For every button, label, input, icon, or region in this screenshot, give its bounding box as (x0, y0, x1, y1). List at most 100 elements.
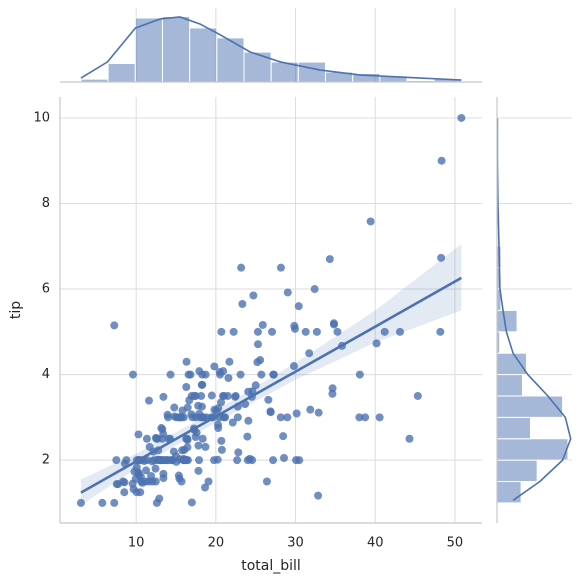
point (366, 217, 375, 226)
point (269, 370, 278, 379)
point (253, 358, 262, 367)
point (114, 480, 123, 489)
point (151, 464, 160, 473)
point (269, 456, 278, 465)
point (224, 374, 233, 383)
histogram-bar (496, 481, 522, 504)
y-tick-label: 4 (42, 367, 50, 382)
point (437, 253, 446, 262)
point (238, 300, 247, 309)
point (216, 370, 225, 379)
point (375, 413, 384, 422)
point (170, 403, 179, 412)
point (183, 443, 192, 452)
point (197, 402, 206, 411)
point (151, 477, 160, 486)
point (134, 430, 143, 439)
point (264, 395, 273, 404)
x-tick-label: 50 (447, 536, 464, 551)
point (236, 370, 245, 379)
point (142, 466, 151, 475)
point (194, 441, 203, 450)
point (283, 288, 292, 297)
histogram-bar (134, 17, 163, 83)
point (201, 442, 210, 451)
point (244, 416, 253, 425)
histogram-bar (496, 459, 538, 483)
point (257, 370, 266, 379)
point (152, 498, 161, 507)
point (202, 413, 211, 422)
point (156, 456, 165, 465)
point (328, 384, 337, 393)
point (396, 327, 405, 336)
point (198, 434, 207, 443)
point (312, 327, 321, 336)
point (144, 477, 153, 486)
point (294, 302, 303, 311)
point (76, 498, 85, 507)
point (201, 483, 210, 492)
point (142, 434, 151, 443)
point (289, 362, 298, 371)
point (228, 418, 237, 427)
point (437, 156, 446, 165)
point (361, 413, 370, 422)
point (279, 432, 288, 441)
histogram-bar (496, 395, 564, 418)
point (243, 456, 252, 465)
point (355, 370, 364, 379)
point (194, 466, 203, 475)
point (276, 413, 285, 422)
point (333, 327, 342, 336)
y-axis-label: tip (8, 301, 24, 319)
point (217, 436, 226, 445)
histogram-bar (496, 352, 527, 376)
point (195, 456, 204, 465)
point (217, 445, 226, 454)
point (214, 420, 223, 429)
histogram-bar (496, 374, 523, 397)
point (328, 389, 337, 398)
point (219, 391, 228, 400)
kde-curve (496, 117, 572, 501)
point (276, 263, 285, 272)
point (290, 321, 299, 330)
histogram-bar (496, 438, 569, 461)
point (330, 320, 339, 329)
point (217, 327, 226, 336)
point (176, 413, 185, 422)
y-tick-label: 6 (42, 282, 50, 297)
point (182, 382, 191, 391)
histogram-bar (243, 51, 272, 83)
point (197, 380, 206, 389)
point (159, 474, 168, 483)
point (251, 381, 260, 390)
point (182, 434, 191, 443)
point (306, 405, 315, 414)
point (234, 448, 243, 457)
point (243, 432, 252, 441)
point (210, 362, 219, 371)
point (177, 477, 186, 486)
point (128, 370, 137, 379)
point (145, 396, 154, 405)
point (120, 488, 129, 497)
regression-line (80, 276, 463, 494)
point (310, 285, 319, 294)
point (279, 453, 288, 462)
histogram-bar (496, 309, 518, 333)
point (249, 291, 258, 300)
point (325, 255, 334, 264)
point (174, 471, 183, 480)
point (262, 477, 271, 486)
point (301, 327, 310, 336)
point (98, 498, 107, 507)
x-tick-label: 10 (128, 536, 145, 551)
point (355, 413, 364, 422)
point (143, 456, 152, 465)
point (210, 456, 219, 465)
histogram-bar (161, 16, 191, 83)
point (457, 113, 466, 122)
point (305, 349, 314, 358)
